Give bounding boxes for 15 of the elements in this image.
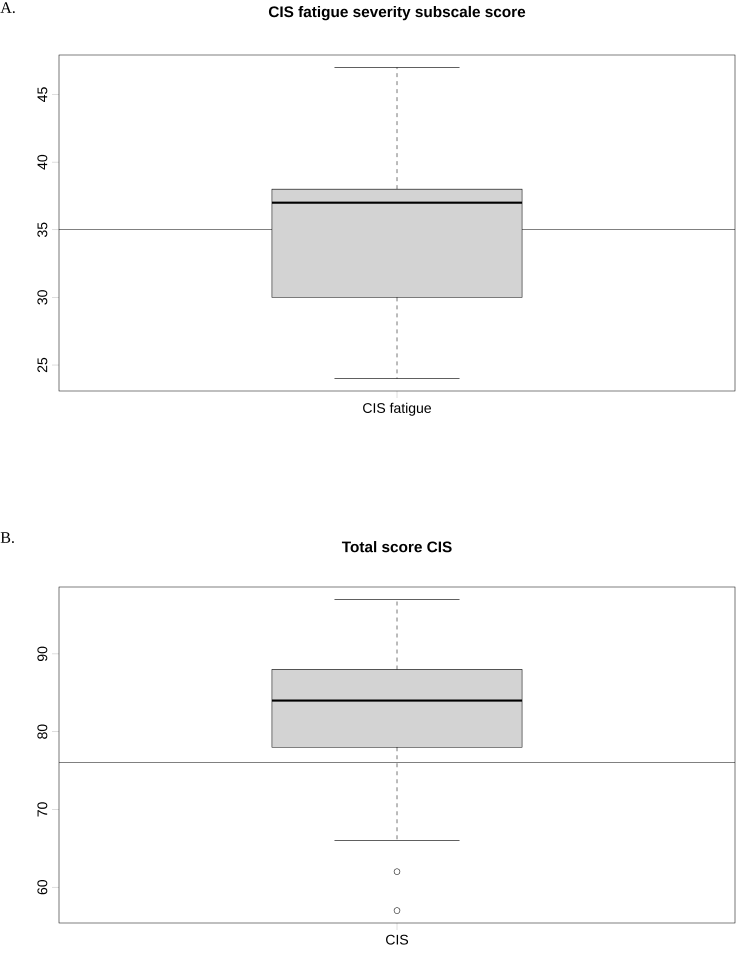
text: B. [0,532,14,543]
y-tick-label: 80 [37,724,48,739]
y-tick-label: 90 [37,646,48,662]
chart-title: Total score CIS [342,541,452,552]
x-tick-label: CIS [386,934,408,945]
y-tick-label: 35 [37,222,48,238]
y-tick-label: 45 [38,87,48,102]
y-tick-label: 60 [37,880,48,894]
chart-title: CIS fatigue severity subscale score [268,6,526,20]
y-tick-label: 30 [37,290,48,305]
y-tick-label: 40 [37,154,48,170]
x-tick-label: CIS fatigue [363,402,431,416]
text: A. [0,2,15,14]
y-tick-label: 25 [37,358,48,372]
y-tick-label: 70 [37,802,48,817]
